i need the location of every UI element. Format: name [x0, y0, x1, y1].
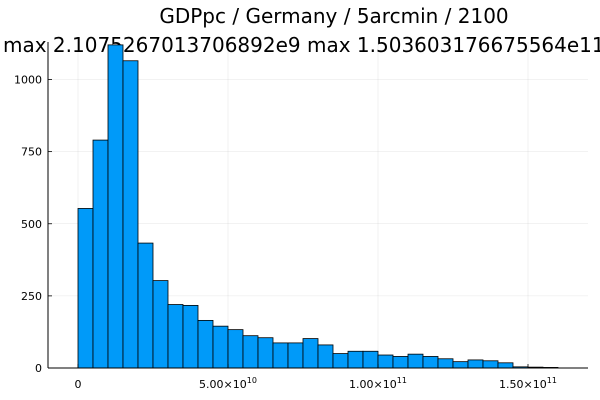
x-tick-label: 1.50×1011 [499, 376, 557, 391]
histogram-bar [407, 353, 424, 369]
y-tick-label: 750 [21, 146, 42, 159]
x-tick-label: 0 [75, 378, 82, 391]
chart-title: GDPpc / Germany / 5arcmin / 2100 [159, 4, 508, 28]
histogram-bar [152, 280, 169, 369]
histogram-bar [482, 360, 499, 369]
histogram-bar [272, 342, 289, 369]
histogram-bar [182, 304, 199, 369]
x-tick-label: 5.00×1010 [199, 376, 257, 391]
histogram-bar [317, 344, 334, 369]
axes [47, 42, 588, 369]
histogram-bar [452, 361, 469, 369]
histogram-bar [197, 319, 214, 369]
histogram-bar [302, 338, 319, 369]
x-axis-ticks: 0 5.00×1010 1.00×1011 1.50×1011 [75, 364, 557, 391]
y-tick-label: 500 [21, 218, 42, 231]
x-tick-label: 1.00×1011 [349, 376, 407, 391]
histogram-bar [362, 350, 379, 369]
histogram-bar [467, 359, 484, 369]
histogram-bar [422, 356, 439, 369]
histogram-bar [77, 208, 94, 369]
histogram-bar [347, 350, 364, 369]
histogram-bar [242, 335, 259, 369]
histogram-bar [437, 358, 454, 369]
histogram-bar [137, 242, 154, 369]
histogram-bar [212, 325, 229, 369]
histogram-bar [287, 342, 304, 369]
histogram-bar [92, 139, 109, 369]
histogram-bar [107, 44, 124, 369]
y-tick-label: 250 [21, 290, 42, 303]
y-tick-label: 0 [35, 362, 42, 375]
histogram-bar [392, 356, 409, 369]
histogram-bars [77, 44, 559, 369]
histogram-bar [497, 362, 514, 369]
histogram-bar [122, 60, 139, 369]
y-tick-label: 1000 [14, 74, 42, 87]
histogram-bar [167, 304, 184, 369]
histogram-bar [332, 353, 349, 369]
y-axis-ticks: 0 250 500 750 1000 [14, 74, 52, 375]
histogram-bar [377, 354, 394, 369]
histogram-bar [257, 337, 274, 369]
chart-subtitle: max 2.1075267013706892e9 max 1.503603176… [3, 33, 600, 57]
histogram-bar [227, 329, 244, 369]
